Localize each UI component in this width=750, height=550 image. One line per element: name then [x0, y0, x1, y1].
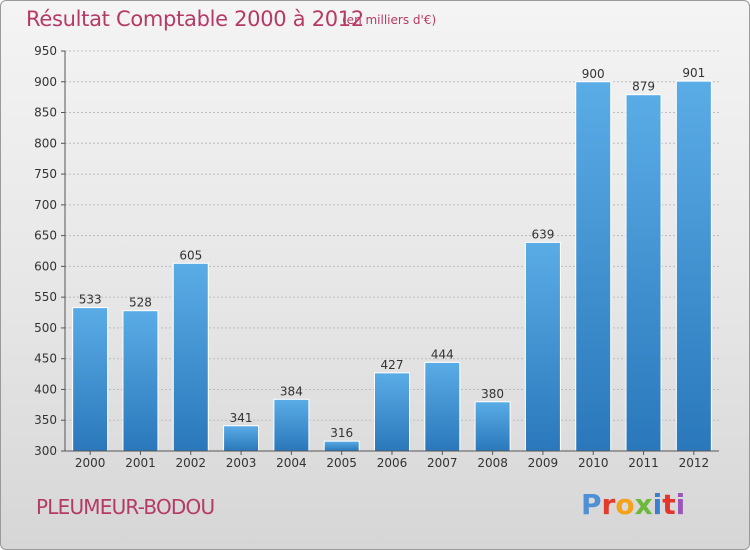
y-tick-label: 650 [34, 229, 57, 243]
logo-letter: i [652, 488, 663, 521]
bar-2007[interactable] [424, 361, 461, 452]
proxiti-logo[interactable]: Proxiti [581, 488, 685, 521]
bar-2002[interactable] [172, 262, 209, 452]
x-tick-label: 2003 [226, 456, 257, 470]
bar-value-label: 316 [330, 426, 353, 440]
x-tick-label: 2009 [528, 456, 559, 470]
bar-2011[interactable] [625, 94, 662, 452]
bar-2006[interactable] [374, 372, 410, 452]
bar-value-label: 533 [79, 293, 102, 307]
x-tick-label: 2004 [276, 456, 307, 470]
bar-value-label: 341 [230, 411, 253, 425]
bar-value-label: 605 [179, 248, 202, 262]
y-tick-label: 600 [34, 259, 57, 273]
x-tick-label: 2007 [427, 456, 458, 470]
x-tick-label: 2000 [75, 456, 106, 470]
bar-value-label: 380 [481, 387, 504, 401]
x-tick-label: 2006 [377, 456, 408, 470]
bar-value-label: 384 [280, 384, 303, 398]
bar-value-label: 901 [682, 66, 705, 80]
bar-value-label: 879 [632, 80, 655, 94]
bar-value-label: 900 [582, 67, 605, 81]
x-tick-label: 2011 [628, 456, 659, 470]
bar-2003[interactable] [223, 425, 260, 452]
y-tick-label: 400 [34, 382, 57, 396]
bar-2001[interactable] [122, 310, 159, 452]
commune-name: PLEUMEUR-BODOU [36, 495, 215, 519]
axes [61, 50, 719, 455]
bar-2010[interactable] [575, 81, 612, 452]
x-tick-label: 2008 [477, 456, 508, 470]
y-tick-label: 800 [34, 136, 57, 150]
bar-value-label: 528 [129, 296, 152, 310]
logo-letter: o [615, 488, 635, 521]
labels: 300 350 400 450 500 550 600 650 700 750 800 850 900 9… [34, 44, 709, 470]
logo-letter: r [601, 488, 616, 521]
y-tick-label: 550 [34, 290, 57, 304]
x-tick-label: 2010 [578, 456, 609, 470]
logo-letter: x [634, 488, 653, 521]
chart-subtitle: (en milliers d'€) [342, 13, 437, 27]
y-tick-label: 300 [34, 444, 57, 458]
bar-2009[interactable] [524, 241, 561, 452]
x-tick-label: 2012 [679, 456, 710, 470]
bar-2000[interactable] [72, 307, 109, 452]
y-tick-label: 950 [34, 44, 57, 58]
y-tick-label: 750 [34, 167, 57, 181]
x-tick-label: 2001 [125, 456, 156, 470]
logo-letter: i [675, 488, 686, 521]
y-tick-label: 900 [34, 75, 57, 89]
bar-2004[interactable] [273, 398, 310, 452]
bar-2008[interactable] [474, 401, 511, 452]
bars [72, 80, 712, 452]
y-tick-label: 450 [34, 352, 57, 366]
bar-value-label: 427 [381, 358, 404, 372]
y-tick-label: 850 [34, 106, 57, 120]
x-tick-label: 2005 [326, 456, 357, 470]
x-tick-label: 2002 [175, 456, 206, 470]
logo-letter: t [662, 488, 676, 521]
y-tick-label: 500 [34, 321, 57, 335]
bar-2005[interactable] [323, 440, 360, 452]
y-tick-label: 350 [34, 413, 57, 427]
bar-value-label: 639 [531, 227, 554, 241]
y-tick-label: 700 [34, 198, 57, 212]
chart-title: Résultat Comptable 2000 à 2012 [26, 7, 364, 31]
logo-letter: P [581, 488, 602, 521]
bar-2012[interactable] [675, 80, 712, 452]
bar-value-label: 444 [431, 347, 454, 361]
